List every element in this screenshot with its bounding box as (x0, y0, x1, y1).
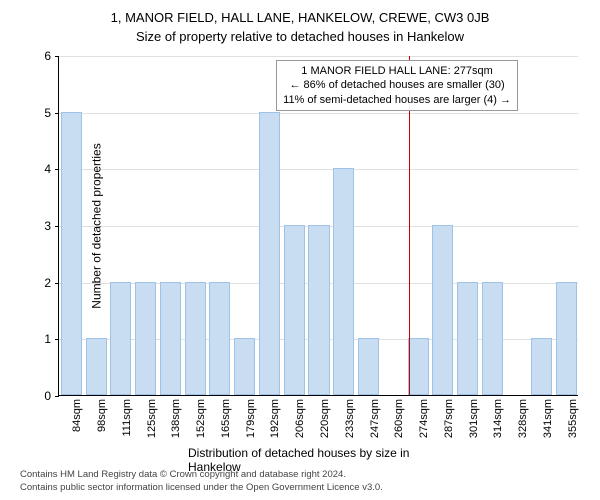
xtick-label: 125sqm (146, 399, 158, 438)
xtick-label: 111sqm (121, 399, 133, 437)
xtick-label: 341sqm (542, 399, 554, 438)
xtick-label: 260sqm (393, 399, 405, 438)
annotation-line3: 11% of semi-detached houses are larger (… (283, 93, 511, 107)
bar (234, 338, 255, 395)
ytick-label: 0 (44, 389, 51, 403)
ytick-label: 1 (44, 332, 51, 346)
xtick-label: 206sqm (294, 399, 306, 438)
xtick-label: 98sqm (96, 399, 108, 432)
ytick-label: 2 (44, 276, 51, 290)
xtick-label: 192sqm (269, 399, 281, 438)
xtick-label: 165sqm (220, 399, 232, 438)
footer-line1: Contains HM Land Registry data © Crown c… (20, 469, 383, 481)
footer-line2: Contains public sector information licen… (20, 482, 383, 494)
bar (457, 282, 478, 395)
bar (308, 225, 329, 395)
annotation-line2: ← 86% of detached houses are smaller (30… (283, 78, 511, 92)
bar (160, 282, 181, 395)
xtick-label: 152sqm (195, 399, 207, 438)
bar (333, 168, 354, 395)
bar (259, 112, 280, 395)
ytick (55, 396, 59, 397)
xtick-label: 220sqm (319, 399, 331, 438)
ytick-label: 6 (44, 49, 51, 63)
ytick-label: 5 (44, 106, 51, 120)
bar (135, 282, 156, 395)
xtick-label: 138sqm (170, 399, 182, 438)
xtick-label: 287sqm (443, 399, 455, 438)
xtick-label: 301sqm (468, 399, 480, 438)
plot: 0123456 1 MANOR FIELD HALL LANE: 277sqm … (58, 56, 578, 396)
y-axis-label: Number of detached properties (90, 143, 104, 308)
bar (432, 225, 453, 395)
bar (531, 338, 552, 395)
bar (86, 338, 107, 395)
xtick-label: 355sqm (567, 399, 579, 438)
ytick-label: 4 (44, 162, 51, 176)
page-title-sub: Size of property relative to detached ho… (0, 25, 600, 44)
chart-area: 0123456 1 MANOR FIELD HALL LANE: 277sqm … (58, 56, 578, 396)
xtick-label: 179sqm (245, 399, 257, 438)
xtick-label: 274sqm (418, 399, 430, 438)
bar (284, 225, 305, 395)
xtick-label: 314sqm (492, 399, 504, 438)
bar (185, 282, 206, 395)
bar (110, 282, 131, 395)
annotation-box: 1 MANOR FIELD HALL LANE: 277sqm ← 86% of… (276, 60, 518, 111)
ytick-label: 3 (44, 219, 51, 233)
page-title-main: 1, MANOR FIELD, HALL LANE, HANKELOW, CRE… (0, 0, 600, 25)
bar (408, 338, 429, 395)
bar (358, 338, 379, 395)
bar (482, 282, 503, 395)
bar (209, 282, 230, 395)
xtick-label: 247sqm (369, 399, 381, 438)
bar (61, 112, 82, 395)
footer: Contains HM Land Registry data © Crown c… (20, 469, 383, 494)
annotation-line1: 1 MANOR FIELD HALL LANE: 277sqm (283, 64, 511, 78)
bar (556, 282, 577, 395)
xtick-label: 328sqm (517, 399, 529, 438)
xtick-label: 233sqm (344, 399, 356, 438)
xtick-label: 84sqm (71, 399, 83, 432)
